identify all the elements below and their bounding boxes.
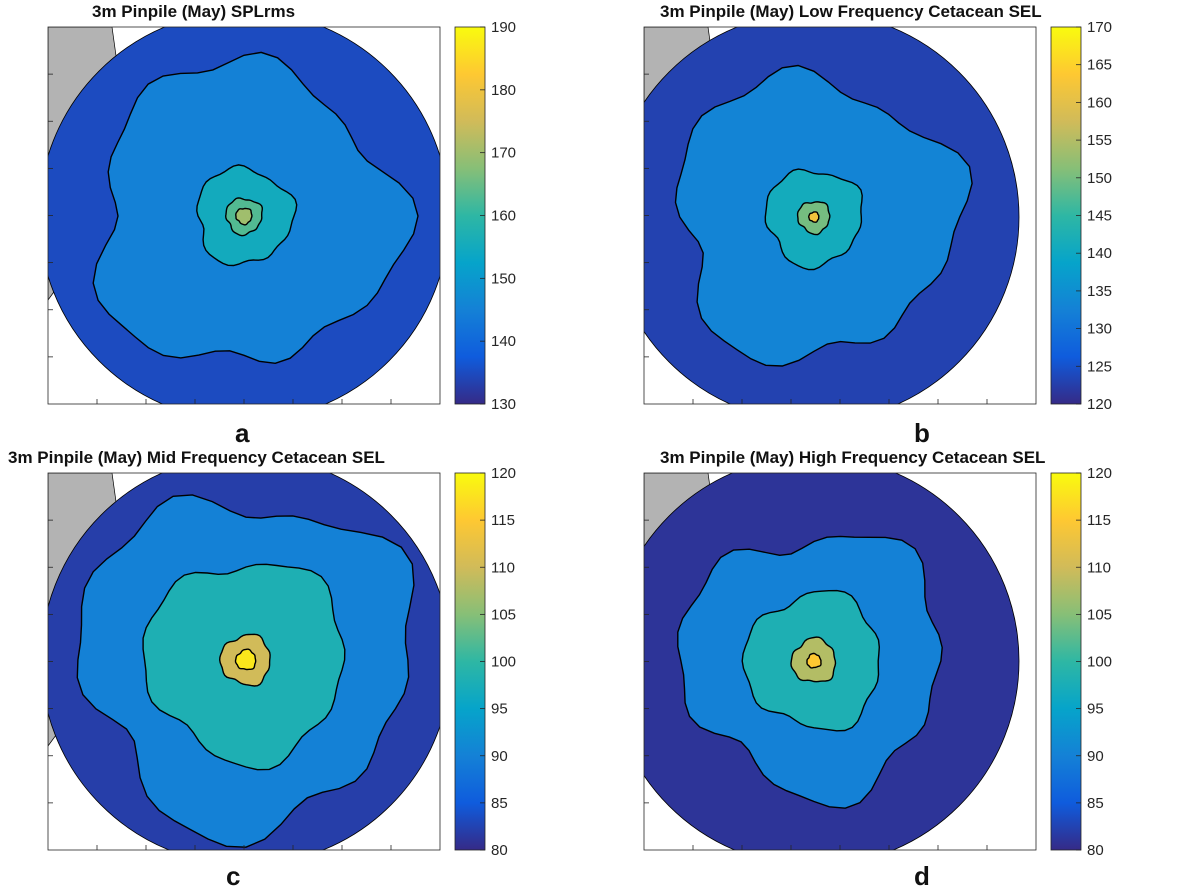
colorbar-tick-label: 160 bbox=[491, 208, 516, 225]
panel-title: 3m Pinpile (May) Mid Frequency Cetacean … bbox=[8, 448, 385, 467]
colorbar-tick-label: 115 bbox=[491, 512, 515, 529]
colorbar-tick-label: 110 bbox=[491, 559, 515, 576]
map-layers bbox=[48, 473, 440, 850]
panel-label: b bbox=[914, 418, 930, 448]
colorbar-tick-label: 170 bbox=[1087, 19, 1112, 36]
colorbar-tick-label: 100 bbox=[491, 654, 516, 671]
panel-b: 3m Pinpile (May) Low Frequency Cetacean … bbox=[596, 0, 1191, 448]
panel-label: c bbox=[226, 861, 241, 891]
colorbar-tick-label: 80 bbox=[1087, 842, 1104, 859]
panel-label: d bbox=[914, 861, 930, 891]
colorbar-tick-label: 170 bbox=[491, 145, 516, 162]
map-figure: 190 180 170 160 150 140 130 bbox=[47, 19, 516, 413]
panel-a: 3m Pinpile (May) SPLrms 190 180 170 160 150 1… bbox=[0, 0, 595, 448]
colorbar-tick-label: 105 bbox=[1087, 606, 1112, 623]
panel-title: 3m Pinpile (May) Low Frequency Cetacean … bbox=[660, 2, 1042, 21]
colorbar-tick-label: 100 bbox=[1087, 654, 1112, 671]
colorbar-tick-label: 150 bbox=[1087, 170, 1112, 187]
colorbar-tick-label: 120 bbox=[1087, 396, 1112, 413]
colorbar-tick-label: 135 bbox=[1087, 283, 1112, 300]
map-figure: 170 165 160 155 150 145 140 135 130 125 120 bbox=[643, 19, 1112, 413]
colorbar-tick-label: 130 bbox=[1087, 321, 1112, 338]
panel-title: 3m Pinpile (May) SPLrms bbox=[92, 2, 296, 21]
colorbar-tick-label: 150 bbox=[491, 270, 516, 287]
colorbar-tick-label: 160 bbox=[1087, 94, 1112, 111]
colorbar-tick-label: 120 bbox=[491, 465, 516, 482]
contour-band bbox=[234, 648, 257, 671]
colorbar-tick-label: 140 bbox=[491, 333, 516, 350]
colorbar-tick-label: 80 bbox=[491, 842, 508, 859]
panel-title: 3m Pinpile (May) High Frequency Cetacean… bbox=[660, 448, 1046, 467]
colorbar-tick-label: 90 bbox=[1087, 748, 1104, 765]
colorbar-tick-label: 85 bbox=[1087, 795, 1104, 812]
map-figure: 120 115 110 105 100 95 90 85 80 bbox=[643, 465, 1112, 859]
panel-c: 3m Pinpile (May) Mid Frequency Cetacean … bbox=[0, 446, 595, 892]
map-figure: 120 115 110 105 100 95 90 85 80 bbox=[47, 465, 516, 859]
colorbar-tick-label: 155 bbox=[1087, 132, 1112, 149]
contour-band bbox=[807, 211, 820, 223]
contour-band bbox=[806, 652, 822, 669]
colorbar-tick-label: 110 bbox=[1087, 559, 1111, 576]
colorbar-tick-label: 95 bbox=[1087, 701, 1104, 718]
colorbar-tick-label: 95 bbox=[491, 701, 508, 718]
map-layers bbox=[644, 473, 1020, 850]
colorbar-tick-label: 180 bbox=[491, 82, 516, 99]
colorbar-tick-label: 165 bbox=[1087, 57, 1112, 74]
colorbar-tick-label: 130 bbox=[491, 396, 516, 413]
colorbar-tick-label: 115 bbox=[1087, 512, 1111, 529]
colorbar-tick-label: 190 bbox=[491, 19, 516, 36]
map-layers bbox=[644, 27, 1020, 404]
contour-band bbox=[235, 207, 253, 226]
colorbar-tick-label: 85 bbox=[491, 795, 508, 812]
panel-d: 3m Pinpile (May) High Frequency Cetacean… bbox=[596, 446, 1191, 892]
colorbar-tick-label: 125 bbox=[1087, 358, 1112, 375]
colorbar-tick-label: 120 bbox=[1087, 465, 1112, 482]
colorbar-tick-label: 105 bbox=[491, 606, 516, 623]
panel-label: a bbox=[235, 418, 250, 448]
colorbar-tick-label: 90 bbox=[491, 748, 508, 765]
map-layers bbox=[48, 27, 440, 404]
colorbar-tick-label: 145 bbox=[1087, 208, 1112, 225]
colorbar-tick-label: 140 bbox=[1087, 245, 1112, 262]
